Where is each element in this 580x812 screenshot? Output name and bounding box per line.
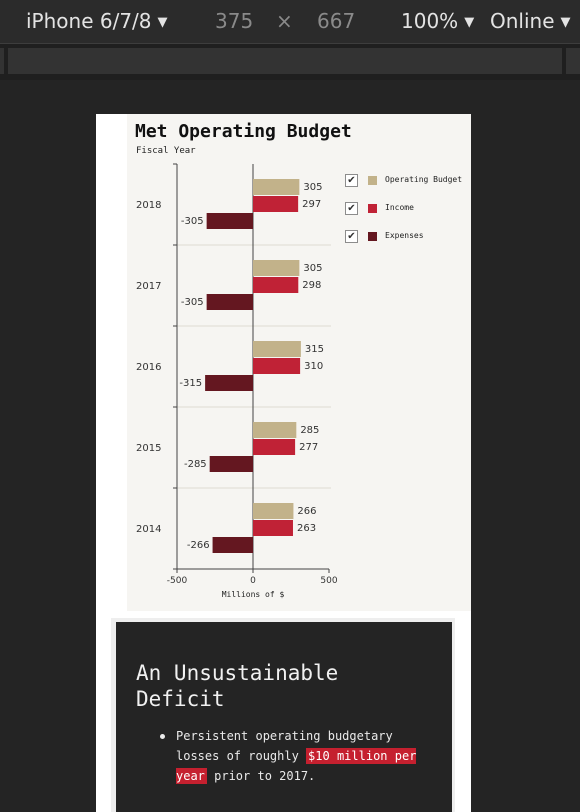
bar-chart: -500 0 500 Millions of $ 2018 305 297 -305 2017 3…: [136, 163, 338, 599]
ruler-right: [566, 48, 580, 74]
data-label: -305: [181, 216, 204, 227]
data-label: 305: [303, 182, 322, 193]
bar-operating-budget: [253, 179, 300, 195]
height-input[interactable]: 667: [317, 9, 356, 33]
legend-item-operating-budget[interactable]: ✔ Operating Budget: [345, 174, 471, 202]
legend-swatch: [368, 176, 377, 185]
checkbox-icon[interactable]: ✔: [345, 174, 358, 187]
zoom-select[interactable]: 100% ▼: [401, 9, 474, 33]
data-label: 310: [304, 361, 323, 372]
chart-card: Met Operating Budget Fiscal Year -500 0 50…: [96, 114, 471, 611]
device-toolbar: iPhone 6/7/8 ▼ 375 × 667 100% ▼ Online ▼: [0, 0, 580, 44]
data-label: 298: [302, 280, 321, 291]
deficit-section: [116, 622, 452, 812]
x-tick-label: -500: [167, 576, 188, 586]
chevron-down-icon: ▼: [464, 15, 475, 30]
x-axis-label: Millions of $: [222, 590, 285, 599]
chevron-down-icon: ▼: [157, 15, 168, 30]
data-label: -315: [179, 378, 202, 389]
list-item: Persistent operating budgetary losses of…: [158, 726, 428, 786]
data-label: 305: [303, 263, 322, 274]
category-label: 2016: [136, 362, 161, 373]
bullet-text: Persistent operating budgetary losses of…: [176, 729, 393, 763]
legend-label: Expenses: [385, 231, 424, 240]
ruler-left: [0, 48, 4, 74]
bar-income: [253, 358, 301, 374]
x-tick-label: 0: [250, 576, 256, 586]
category-label: 2015: [136, 443, 161, 454]
bar-operating-budget: [253, 503, 294, 519]
chevron-down-icon: ▼: [560, 15, 571, 30]
bar-expenses: [205, 375, 253, 391]
bar-income: [253, 520, 293, 536]
legend-label: Operating Budget: [385, 175, 463, 184]
section-heading: An Unsustainable Deficit: [136, 661, 339, 711]
data-label: 297: [302, 199, 321, 210]
bar-income: [253, 439, 296, 455]
legend-swatch: [368, 232, 377, 241]
bar-operating-budget: [253, 422, 297, 438]
bullet-text-end: prior to 2017.: [206, 769, 316, 783]
legend-item-income[interactable]: ✔ Income: [345, 202, 471, 230]
data-label: -266: [187, 540, 210, 551]
chart-title: Met Operating Budget: [135, 121, 352, 142]
checkbox-icon[interactable]: ✔: [345, 202, 358, 215]
bar-expenses: [212, 537, 253, 553]
legend-item-expenses[interactable]: ✔ Expenses: [345, 230, 471, 258]
device-label: iPhone 6/7/8: [26, 9, 152, 33]
data-label: -305: [181, 297, 204, 308]
data-label: 315: [305, 344, 324, 355]
dimension-separator: ×: [276, 9, 293, 33]
network-label: Online: [490, 9, 555, 33]
legend-swatch: [368, 204, 377, 213]
chart-legend: ✔ Operating Budget ✔ Income ✔ Expenses: [345, 174, 471, 258]
network-throttle-select[interactable]: Online ▼: [490, 9, 571, 33]
media-query-ruler: [0, 44, 580, 80]
bar-operating-budget: [253, 260, 300, 276]
bar-operating-budget: [253, 341, 301, 357]
data-label: -285: [184, 459, 207, 470]
bar-expenses: [209, 456, 253, 472]
legend-label: Income: [385, 203, 414, 212]
bar-income: [253, 277, 299, 293]
bullet-list: Persistent operating budgetary losses of…: [158, 726, 428, 786]
chart-subtitle: Fiscal Year: [136, 146, 196, 156]
data-label: 263: [297, 523, 316, 534]
category-label: 2014: [136, 524, 161, 535]
data-label: 277: [299, 442, 318, 453]
x-tick-label: 500: [320, 576, 337, 586]
bar-expenses: [206, 294, 253, 310]
emulated-page: Met Operating Budget Fiscal Year -500 0 50…: [96, 114, 471, 812]
category-label: 2018: [136, 200, 161, 211]
device-select[interactable]: iPhone 6/7/8 ▼: [26, 9, 168, 33]
category-label: 2017: [136, 281, 161, 292]
bar-income: [253, 196, 299, 212]
data-label: 285: [300, 425, 319, 436]
checkbox-icon[interactable]: ✔: [345, 230, 358, 243]
ruler-bar[interactable]: [8, 48, 562, 74]
bullet-icon: [160, 734, 165, 739]
zoom-label: 100%: [401, 9, 459, 33]
width-input[interactable]: 375: [215, 9, 254, 33]
data-label: 266: [297, 506, 316, 517]
bar-expenses: [206, 213, 253, 229]
